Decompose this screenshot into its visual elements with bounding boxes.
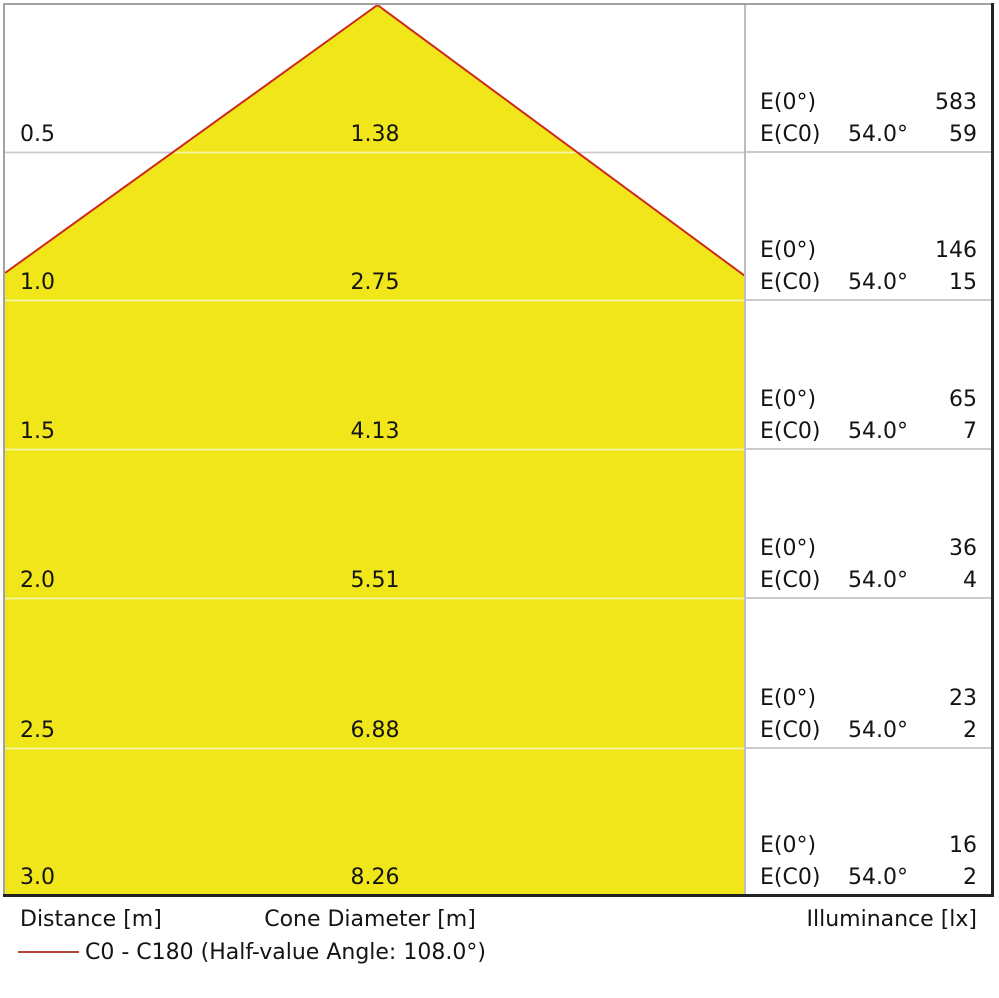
cone-diameter-value: 1.38 [350,122,400,147]
table-border-top [3,3,994,5]
cone-diameter-value: 2.75 [350,270,400,295]
ec0-line: E(C0) 54.0° 15 [745,267,993,299]
e0-value: 583 [935,90,977,115]
distance-value: 3.0 [20,865,55,890]
illuminance-cell: E(0°) 36 E(C0) 54.0° 4 [745,533,993,597]
e0-label: E(0°) [760,686,817,711]
e0-line: E(0°) 23 [745,683,993,715]
beam-angle-value: 54.0° [848,568,908,593]
table-row: 2.5 6.88 E(0°) 23 E(C0) 54.0° 2 [0,598,999,748]
e0-label: E(0°) [760,536,817,561]
illuminance-cell: E(0°) 23 E(C0) 54.0° 2 [745,683,993,747]
e0-label: E(0°) [760,90,817,115]
ec0-line: E(C0) 54.0° 4 [745,565,993,597]
ec0-label: E(C0) [760,718,821,743]
table-row: 2.0 5.51 E(0°) 36 E(C0) 54.0° 4 [0,449,999,598]
e0-line: E(0°) 583 [745,87,993,119]
grid-lines-over-cone [5,151,745,750]
ec0-value: 59 [949,122,977,147]
grid-line [746,299,991,301]
illuminance-cell: E(0°) 583 E(C0) 54.0° 59 [745,87,993,151]
table-row: 1.0 2.75 E(0°) 146 E(C0) 54.0° 15 [0,152,999,300]
e0-line: E(0°) 146 [745,235,993,267]
beam-angle-value: 54.0° [848,865,908,890]
ec0-label: E(C0) [760,122,821,147]
beam-angle-value: 54.0° [848,122,908,147]
e0-value: 16 [949,833,977,858]
table-row: 1.5 4.13 E(0°) 65 E(C0) 54.0° 7 [0,300,999,449]
ec0-label: E(C0) [760,865,821,890]
distance-axis-label: Distance [m] [20,907,162,932]
cone-diameter-axis-label: Cone Diameter [m] [264,907,476,932]
beam-angle-value: 54.0° [848,419,908,444]
e0-value: 23 [949,686,977,711]
ec0-value: 7 [963,419,977,444]
e0-line: E(0°) 65 [745,384,993,416]
illuminance-axis-label: Illuminance [lx] [806,907,978,932]
grid-line [746,747,991,749]
e0-value: 146 [935,238,977,263]
e0-value: 65 [949,387,977,412]
distance-value: 0.5 [20,122,55,147]
column-divider [744,5,746,894]
distance-value: 1.0 [20,270,55,295]
ec0-value: 15 [949,270,977,295]
table-row: 3.0 8.26 E(0°) 16 E(C0) 54.0° 2 [0,748,999,895]
ec0-label: E(C0) [760,568,821,593]
ec0-line: E(C0) 54.0° 2 [745,862,993,894]
cone-diameter-value: 6.88 [350,718,400,743]
ec0-line: E(C0) 54.0° 2 [745,715,993,747]
cone-diameter-value: 8.26 [350,865,400,890]
ec0-value: 4 [963,568,977,593]
e0-value: 36 [949,536,977,561]
distance-value: 2.0 [20,568,55,593]
cone-diameter-value: 4.13 [350,419,400,444]
ec0-label: E(C0) [760,270,821,295]
ec0-value: 2 [963,718,977,743]
ec0-label: E(C0) [760,419,821,444]
table-border-bottom [3,894,994,897]
distance-value: 2.5 [20,718,55,743]
cone-outline [5,5,745,277]
ec0-value: 2 [963,865,977,890]
e0-label: E(0°) [760,387,817,412]
e0-label: E(0°) [760,238,817,263]
e0-line: E(0°) 16 [745,830,993,862]
grid-line [746,151,991,153]
distance-value: 1.5 [20,419,55,444]
grid-line [746,448,991,450]
cone-diameter-value: 5.51 [350,568,400,593]
table-border-right [991,3,994,897]
ec0-line: E(C0) 54.0° 7 [745,416,993,448]
legend-label: C0 - C180 (Half-value Angle: 108.0°) [85,940,486,965]
illuminance-cell: E(0°) 146 E(C0) 54.0° 15 [745,235,993,299]
table-border-left [3,3,5,897]
e0-label: E(0°) [760,833,817,858]
beam-angle-value: 54.0° [848,270,908,295]
ec0-line: E(C0) 54.0° 59 [745,119,993,151]
grid-line [746,597,991,599]
table-row: 0.5 1.38 E(0°) 583 E(C0) 54.0° 59 [0,4,999,152]
illuminance-cell: E(0°) 65 E(C0) 54.0° 7 [745,384,993,448]
e0-line: E(0°) 36 [745,533,993,565]
cone-diagram [5,5,745,895]
beam-angle-value: 54.0° [848,718,908,743]
legend-line-swatch [18,951,79,953]
illuminance-cell: E(0°) 16 E(C0) 54.0° 2 [745,830,993,894]
